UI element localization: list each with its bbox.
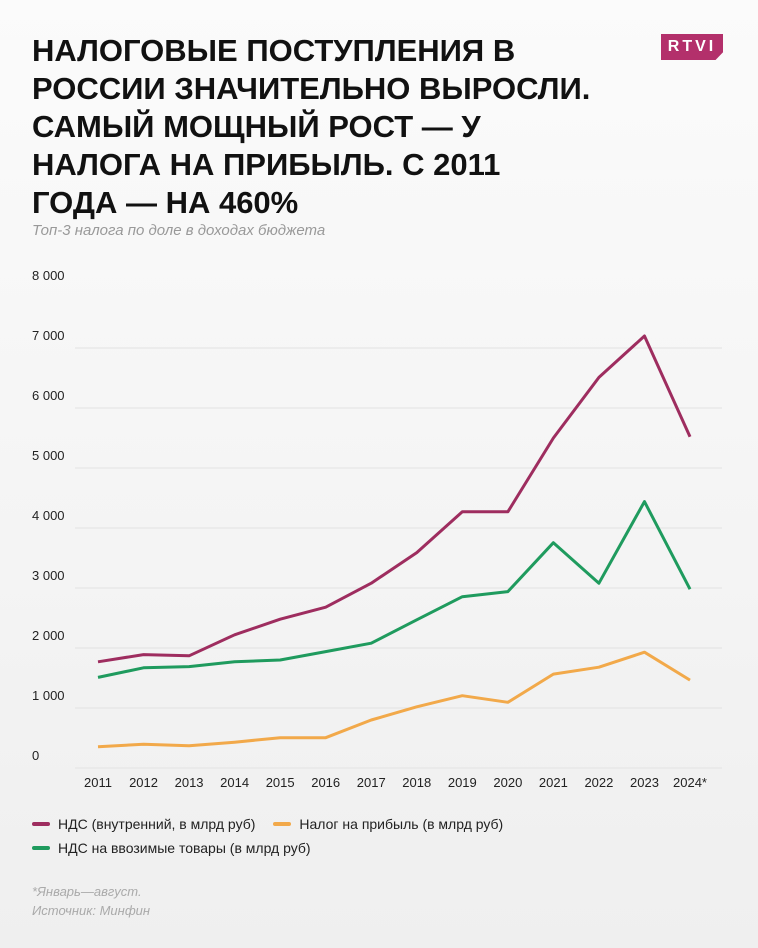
x-tick-label: 2023 (630, 775, 659, 790)
x-tick-label: 2014 (220, 775, 249, 790)
x-tick-label: 2020 (493, 775, 522, 790)
legend-row-2: НДС на ввозимые товары (в млрд руб) (32, 840, 311, 856)
y-tick-label: 3 000 (32, 568, 65, 583)
y-tick-label: 4 000 (32, 508, 65, 523)
source-note: Источник: Минфин (32, 903, 151, 918)
x-tick-label: 2019 (448, 775, 477, 790)
series-line-2 (97, 500, 692, 679)
x-tick-label: 2012 (129, 775, 158, 790)
x-tick-label: 2013 (175, 775, 204, 790)
y-tick-label: 1 000 (32, 688, 65, 703)
y-tick-label: 8 000 (32, 268, 65, 283)
page-title: НАЛОГОВЫЕ ПОСТУПЛЕНИЯ В РОССИИ ЗНАЧИТЕЛЬ… (32, 33, 591, 220)
legend-swatch-vat (32, 822, 50, 826)
series-line-0 (97, 334, 692, 664)
series-line-1 (97, 650, 691, 749)
legend-label-import-vat: НДС на ввозимые товары (в млрд руб) (58, 840, 311, 856)
x-tick-label: 2022 (584, 775, 613, 790)
x-tick-label: 2018 (402, 775, 431, 790)
legend-label-profit-tax: Налог на прибыль (в млрд руб) (299, 816, 504, 832)
x-tick-label: 2017 (357, 775, 386, 790)
rtvi-logo: RTVI (661, 34, 723, 60)
x-tick-label: 2015 (266, 775, 295, 790)
legend-row-1: НДС (внутренний, в млрд руб) Налог на пр… (32, 816, 503, 832)
y-tick-label: 2 000 (32, 628, 65, 643)
x-tick-label: 2011 (84, 775, 112, 790)
x-tick-label: 2024* (673, 775, 707, 790)
y-tick-label: 5 000 (32, 448, 65, 463)
footnote: *Январь—август. (32, 884, 142, 899)
legend-label-vat: НДС (внутренний, в млрд руб) (58, 816, 256, 832)
x-tick-label: 2016 (311, 775, 340, 790)
legend-swatch-profit-tax (273, 822, 292, 826)
x-tick-label: 2021 (539, 775, 568, 790)
chart-subtitle: Топ-3 налога по доле в доходах бюджета (32, 222, 326, 239)
legend-swatch-import-vat (32, 846, 50, 850)
y-tick-label: 7 000 (32, 328, 65, 343)
y-tick-label: 6 000 (32, 388, 65, 403)
y-tick-label: 0 (32, 748, 39, 763)
